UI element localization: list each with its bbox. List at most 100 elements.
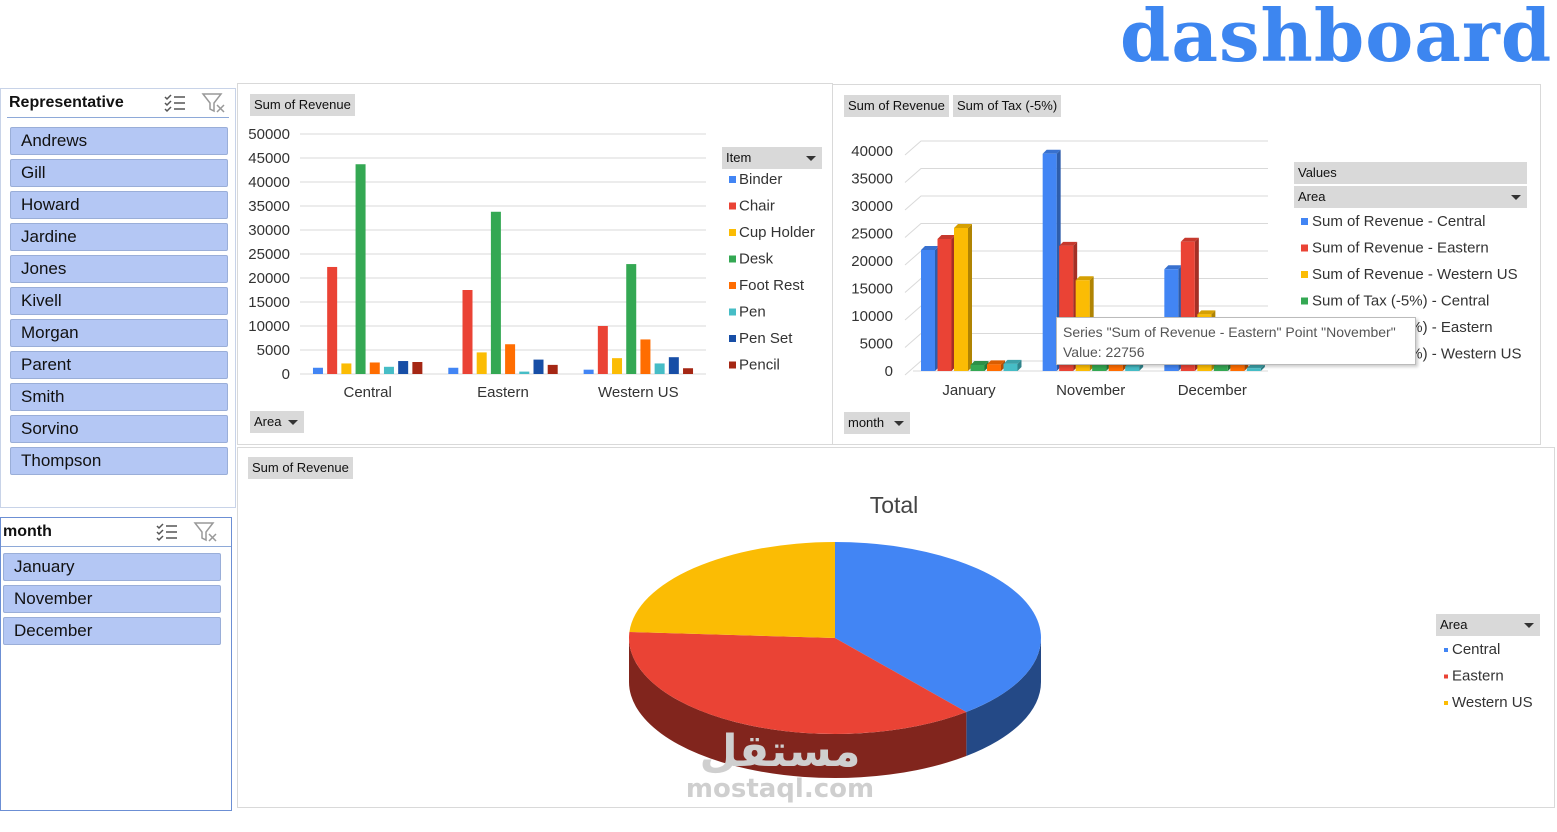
legend-label: Sum of Revenue - Eastern bbox=[1312, 240, 1489, 257]
representative-slicer: Representative Andrews Gill Howard Jardine J… bbox=[0, 88, 236, 508]
slicer-item-january[interactable]: January bbox=[3, 553, 221, 581]
y-tick-label: 15000 bbox=[851, 281, 893, 298]
bar bbox=[383, 366, 394, 374]
y-tick-label: 5000 bbox=[257, 342, 290, 359]
gridline bbox=[904, 223, 1268, 238]
total-revenue-pie-chart[interactable]: Sum of Revenue Area Total Central Eastern W… bbox=[237, 447, 1555, 808]
slicer-item-november[interactable]: November bbox=[3, 585, 221, 613]
slicer-item-morgan[interactable]: Morgan bbox=[10, 319, 228, 347]
legend-marker bbox=[729, 361, 736, 369]
bar bbox=[1230, 364, 1245, 371]
legend-label: Pencil bbox=[739, 357, 780, 374]
area-filter-button[interactable]: Area bbox=[250, 411, 304, 433]
slicer-item-gill[interactable]: Gill bbox=[10, 159, 228, 187]
legend-marker bbox=[1301, 271, 1308, 278]
bar-top bbox=[921, 246, 939, 250]
bar-top bbox=[954, 224, 972, 228]
area-filter-label: Area bbox=[254, 414, 282, 429]
y-tick-label: 35000 bbox=[248, 198, 290, 215]
slicer-item-jardine[interactable]: Jardine bbox=[10, 223, 228, 251]
x-tick-label: Central bbox=[343, 384, 391, 401]
bar-side bbox=[968, 224, 972, 371]
slicer-item-jones[interactable]: Jones bbox=[10, 255, 228, 283]
bar bbox=[369, 362, 380, 374]
legend-marker bbox=[729, 255, 736, 263]
chevron-down-icon bbox=[894, 421, 904, 426]
slicer-item-andrews[interactable]: Andrews bbox=[10, 127, 228, 155]
bar bbox=[533, 359, 544, 374]
bar-side bbox=[984, 360, 989, 371]
month-filter-button[interactable]: month bbox=[844, 412, 910, 434]
revenue-tax-by-month-chart[interactable]: Sum of Revenue Sum of Tax (-5%) Values A… bbox=[832, 84, 1541, 445]
month-slicer: month January November December bbox=[0, 517, 232, 811]
chevron-down-icon bbox=[1524, 623, 1534, 628]
bar bbox=[1246, 368, 1261, 371]
bar bbox=[519, 371, 530, 374]
slicer-header: month bbox=[1, 518, 231, 547]
bar bbox=[597, 326, 608, 374]
slicer-item-kivell[interactable]: Kivell bbox=[10, 287, 228, 315]
y-tick-label: 5000 bbox=[860, 336, 893, 353]
bar-side bbox=[951, 235, 956, 371]
area-filter-label: Area bbox=[1298, 189, 1326, 204]
bar bbox=[970, 364, 985, 371]
legend-marker bbox=[1301, 218, 1308, 225]
bar-top bbox=[1164, 265, 1183, 270]
y-tick-label: 20000 bbox=[248, 270, 290, 287]
y-tick-label: 40000 bbox=[851, 143, 893, 160]
gridline bbox=[904, 250, 1268, 266]
bar-side bbox=[1001, 360, 1005, 371]
bar-top bbox=[1075, 276, 1094, 281]
slicer-title: month bbox=[3, 523, 52, 540]
month-filter-label: month bbox=[848, 415, 885, 430]
value-field-button[interactable]: Sum of Revenue bbox=[248, 457, 353, 479]
legend-marker bbox=[729, 229, 736, 236]
value-field-button-tax[interactable]: Sum of Tax (-5%) bbox=[953, 95, 1062, 117]
bar-side bbox=[1260, 364, 1265, 371]
area-filter-button[interactable]: Area bbox=[1436, 614, 1540, 636]
x-tick-label: January bbox=[942, 382, 996, 399]
slicer-header: Representative bbox=[7, 89, 229, 118]
chevron-down-icon bbox=[1511, 195, 1521, 200]
slicer-item-howard[interactable]: Howard bbox=[10, 191, 228, 219]
slicer-item-december[interactable]: December bbox=[3, 617, 221, 645]
multi-select-icon[interactable] bbox=[155, 520, 181, 544]
slicer-item-parent[interactable]: Parent bbox=[10, 351, 228, 379]
y-tick-label: 0 bbox=[885, 363, 893, 380]
slicer-item-sorvino[interactable]: Sorvino bbox=[10, 415, 228, 443]
dashboard-title: dashboard bbox=[1120, 0, 1553, 78]
legend-label: Foot Rest bbox=[739, 277, 805, 294]
legend-marker bbox=[1301, 297, 1308, 305]
bar bbox=[921, 250, 935, 371]
bar-top bbox=[1180, 237, 1199, 242]
revenue-by-area-chart[interactable]: Sum of Revenue Item Area 0 5000 10000 15000… bbox=[237, 83, 833, 445]
slicer-item-smith[interactable]: Smith bbox=[10, 383, 228, 411]
value-field-button-revenue[interactable]: Sum of Revenue bbox=[844, 95, 949, 117]
bar bbox=[398, 361, 409, 374]
slicer-item-thompson[interactable]: Thompson bbox=[10, 447, 228, 475]
bar bbox=[355, 164, 366, 374]
watermark-latin: mostaql.com bbox=[685, 774, 875, 804]
legend-marker bbox=[729, 176, 736, 183]
y-tick-label: 25000 bbox=[851, 226, 893, 243]
x-tick-label: Western US bbox=[598, 384, 679, 401]
legend-label: Desk bbox=[739, 251, 774, 268]
bar bbox=[583, 369, 594, 374]
bar bbox=[490, 211, 501, 374]
multi-select-icon[interactable] bbox=[163, 91, 189, 115]
item-filter-button[interactable]: Item bbox=[722, 147, 822, 169]
y-tick-label: 10000 bbox=[851, 308, 893, 325]
bar bbox=[505, 344, 516, 374]
clear-filter-icon[interactable] bbox=[201, 91, 227, 115]
area-filter-button[interactable]: Area bbox=[1294, 186, 1527, 208]
value-field-button[interactable]: Sum of Revenue bbox=[250, 94, 355, 116]
legend-marker bbox=[1444, 648, 1448, 652]
bar bbox=[654, 363, 665, 374]
pie-slice-side bbox=[966, 638, 1041, 756]
chart-tooltip: Series "Sum of Revenue - Eastern" Point … bbox=[1056, 317, 1416, 365]
item-filter-label: Item bbox=[726, 150, 752, 165]
chevron-down-icon bbox=[288, 420, 298, 425]
clear-filter-icon[interactable] bbox=[193, 520, 219, 544]
y-tick-label: 10000 bbox=[248, 318, 290, 335]
tooltip-series: Series "Sum of Revenue - Eastern" Point … bbox=[1063, 324, 1396, 340]
